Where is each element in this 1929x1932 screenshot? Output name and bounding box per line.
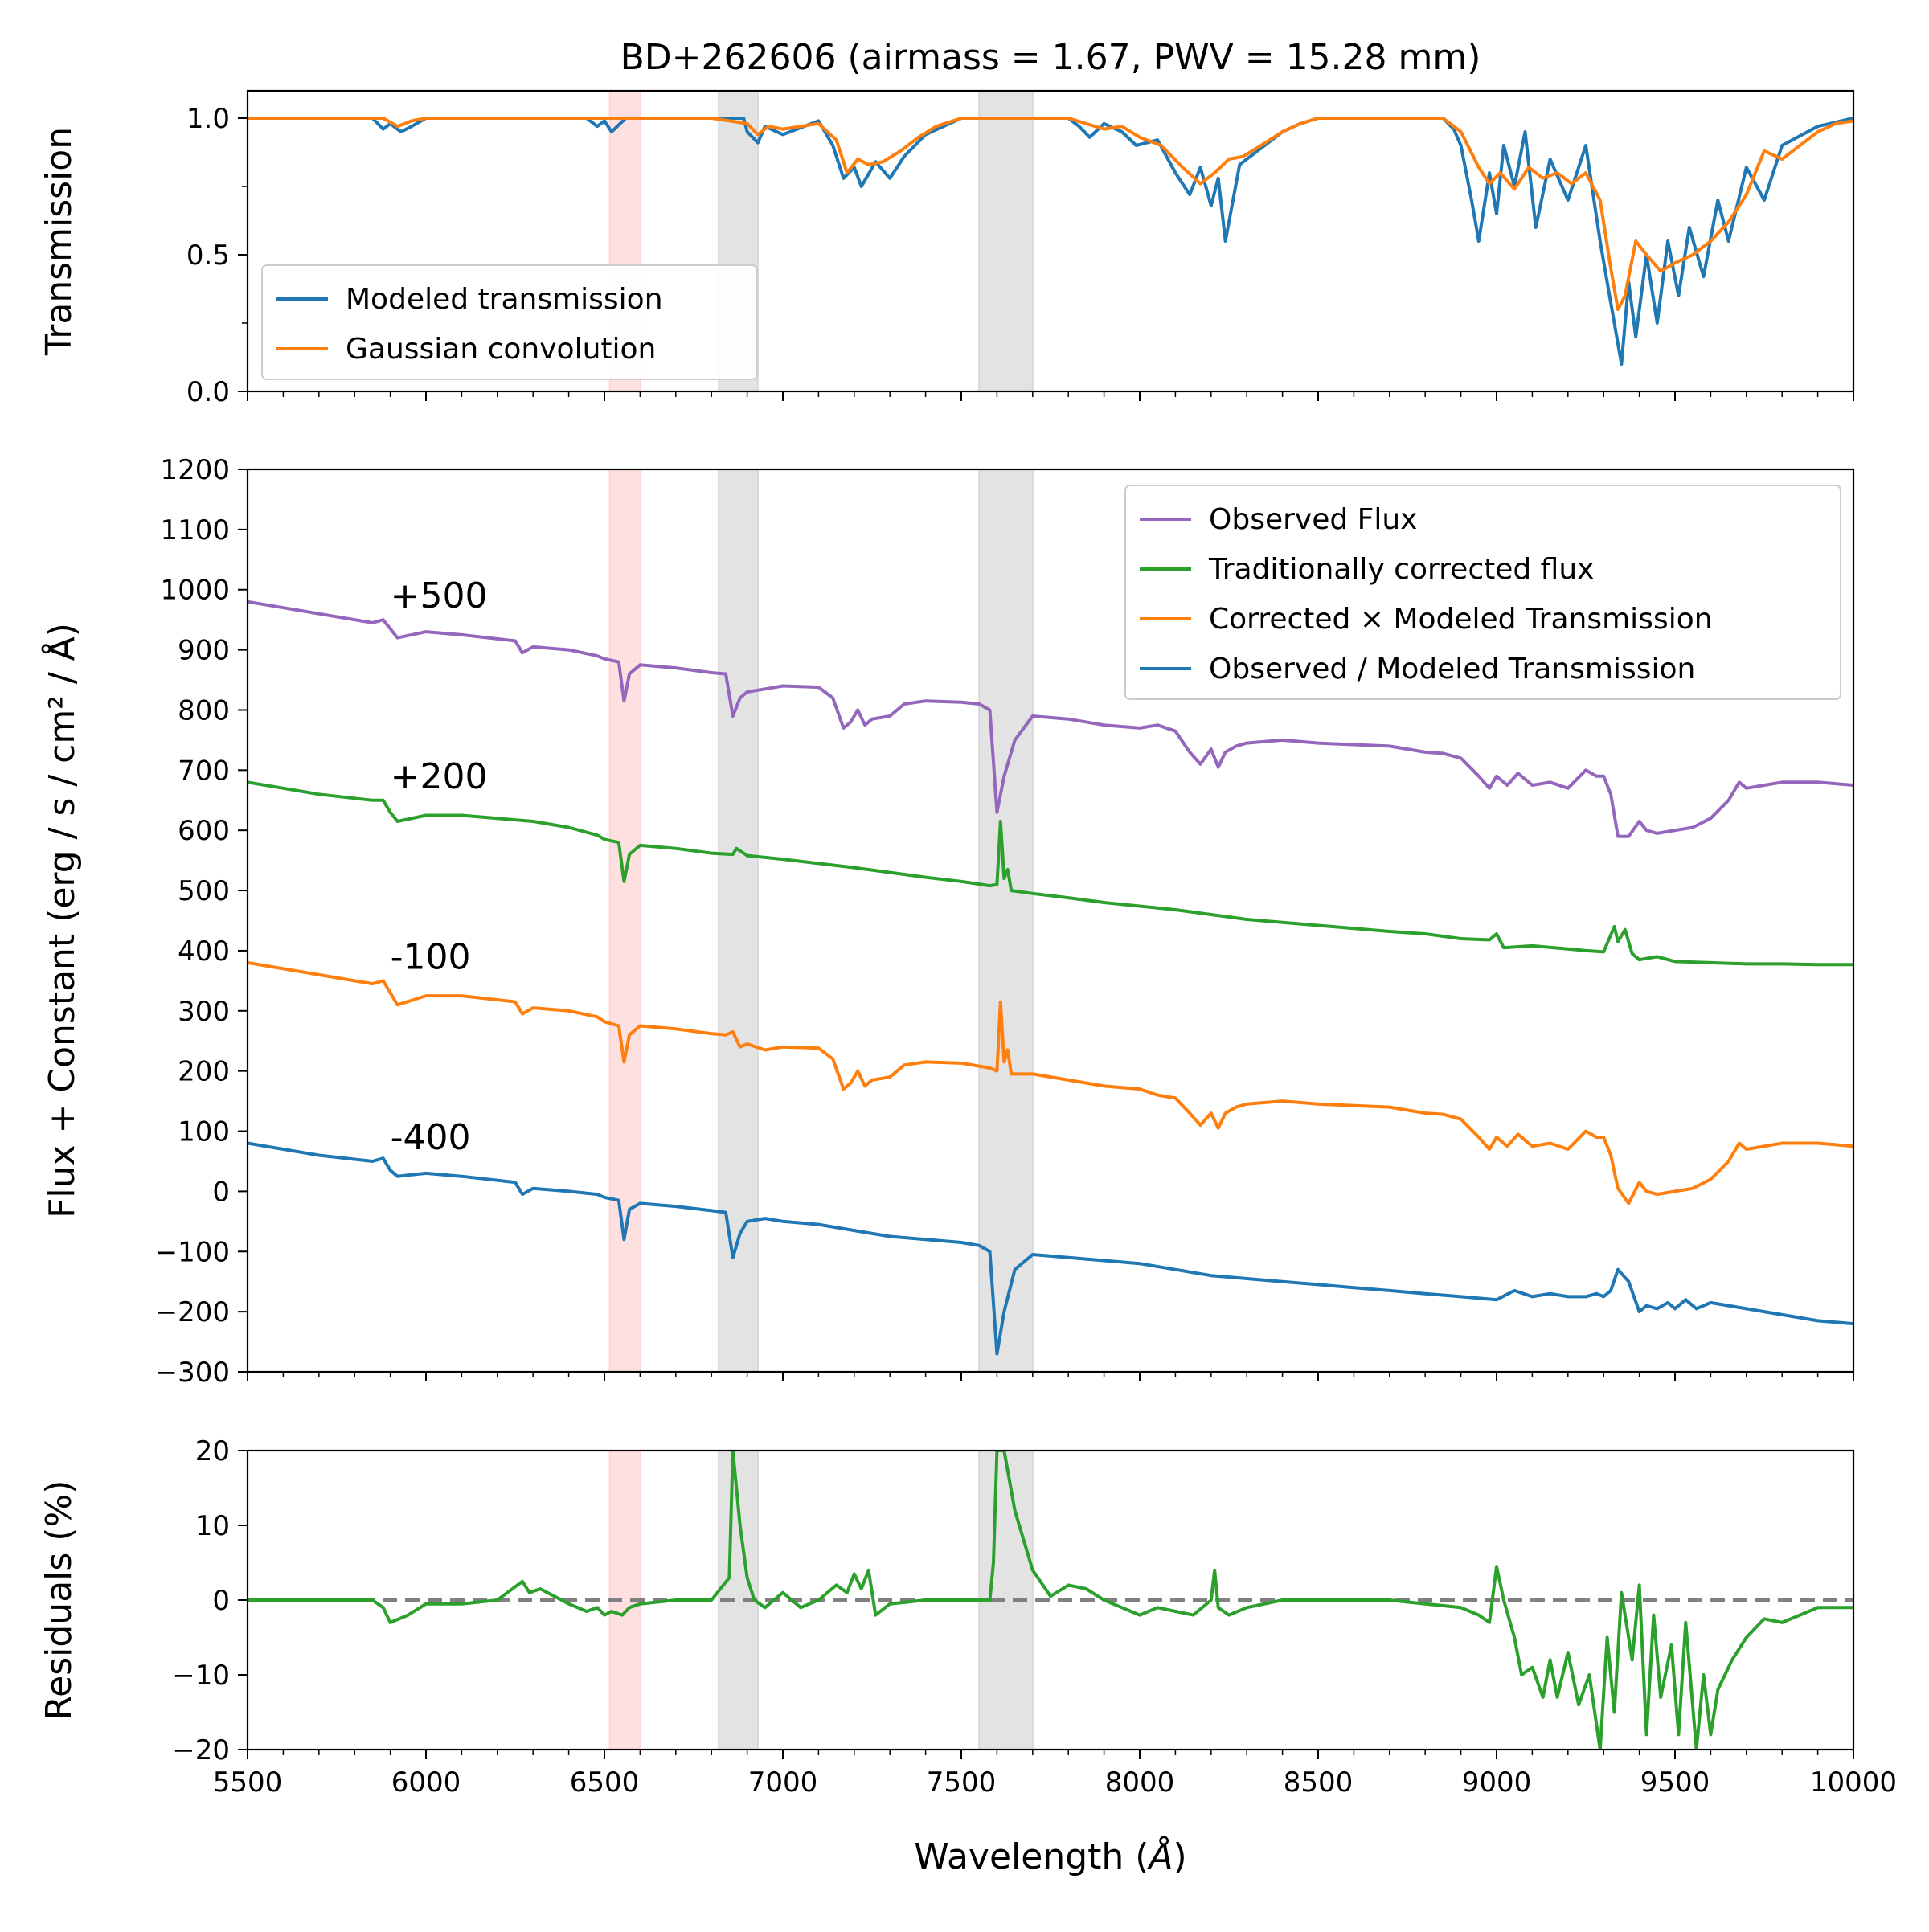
- flux-panel: −300 −200 −100 0 100 200 300 400 500 600 700 800 900…: [40, 454, 1855, 1389]
- offset-label: +200: [391, 756, 488, 797]
- x-tick-label: 5500: [213, 1766, 283, 1799]
- y-axis-title-flux: Flux + Constant (erg / s / cm² / Å): [40, 623, 83, 1218]
- x-tick-label: 7500: [927, 1766, 997, 1799]
- y-tick-label: 1200: [160, 454, 230, 486]
- shaded-region-0: [608, 469, 641, 1373]
- legend-box: [261, 264, 758, 380]
- series-line-flux-0: [248, 600, 1853, 838]
- axes-frame: [246, 468, 1855, 1373]
- series-line-transmission-0: [248, 117, 1853, 366]
- legend-entry: Gaussian convolution: [346, 333, 656, 366]
- x-tick-label: 10000: [1810, 1766, 1897, 1799]
- offset-label: -400: [391, 1117, 471, 1158]
- y-tick-label: 400: [178, 935, 230, 968]
- transmission-panel: 0.0 0.5 1.0 Transmission Modeled transmissio…: [39, 89, 1855, 408]
- y-tick-label: 1000: [160, 575, 230, 607]
- y-tick-label: 10: [195, 1510, 230, 1542]
- shaded-region-2: [978, 90, 1034, 392]
- y-tick-label: 200: [178, 1056, 230, 1088]
- y-tick-label: 500: [178, 875, 230, 907]
- x-axis-title: Wavelength (Å): [914, 1835, 1186, 1877]
- y-axis-title-transmission: Transmission: [39, 127, 80, 356]
- y-tick-label: −300: [155, 1357, 230, 1389]
- legend-entry: Corrected × Modeled Transmission: [1209, 603, 1713, 636]
- x-tick-label: 6000: [391, 1766, 461, 1799]
- legend-entry: Observed Flux: [1209, 503, 1417, 536]
- y-tick-label: 1100: [160, 514, 230, 546]
- legend-entry: Modeled transmission: [346, 283, 663, 316]
- y-tick-label: 900: [178, 635, 230, 667]
- y-tick-label: −20: [172, 1734, 230, 1766]
- y-tick-label: −10: [172, 1660, 230, 1692]
- x-tick-label: 7000: [748, 1766, 818, 1799]
- legend-box: [1124, 485, 1841, 700]
- offset-label: -100: [391, 936, 471, 977]
- series-line-flux-1: [248, 780, 1853, 967]
- y-tick-label: 600: [178, 815, 230, 847]
- y-tick-label: 0: [212, 1585, 230, 1617]
- series-line-residuals-0: [248, 1451, 1853, 1750]
- y-tick-label: 800: [178, 694, 230, 727]
- series-line-transmission-1: [248, 117, 1853, 311]
- y-tick-label: 700: [178, 755, 230, 787]
- legend-entry: Observed / Modeled Transmission: [1209, 653, 1695, 686]
- x-tick-label: 9000: [1462, 1766, 1532, 1799]
- y-tick-label: 20: [195, 1435, 230, 1467]
- y-tick-label: −100: [155, 1236, 230, 1268]
- y-tick-label: 0.5: [186, 239, 230, 272]
- series-line-flux-3: [248, 1141, 1853, 1356]
- chart-title: BD+262606 (airmass = 1.67, PWV = 15.28 m…: [620, 37, 1481, 78]
- x-tick-label: 8000: [1105, 1766, 1175, 1799]
- shaded-region-2: [978, 469, 1034, 1373]
- y-tick-label: 100: [178, 1116, 230, 1148]
- y-axis-title-residuals: Residuals (%): [39, 1480, 80, 1721]
- legend-flux: Observed Flux Traditionally corrected flu…: [1124, 485, 1841, 700]
- y-tick-label: 300: [178, 996, 230, 1028]
- y-tick-label: −200: [155, 1296, 230, 1328]
- legend-transmission: Modeled transmission Gaussian convolution: [261, 264, 758, 380]
- axes-frame: [246, 89, 1855, 393]
- x-tick-label: 8500: [1284, 1766, 1354, 1799]
- y-tick-label: 0: [212, 1176, 230, 1208]
- x-tick-label: 6500: [570, 1766, 640, 1799]
- y-tick-label: 0.0: [186, 376, 230, 408]
- series-line-flux-2: [248, 960, 1853, 1205]
- legend-entry: Traditionally corrected flux: [1208, 553, 1594, 586]
- x-tick-label: 9500: [1640, 1766, 1710, 1799]
- residuals-panel: 5500 6000 6500 7000 7500 8000 8500 9000 9500 1000…: [39, 1435, 1897, 1799]
- offset-label: +500: [391, 575, 488, 616]
- y-tick-label: 1.0: [186, 103, 230, 135]
